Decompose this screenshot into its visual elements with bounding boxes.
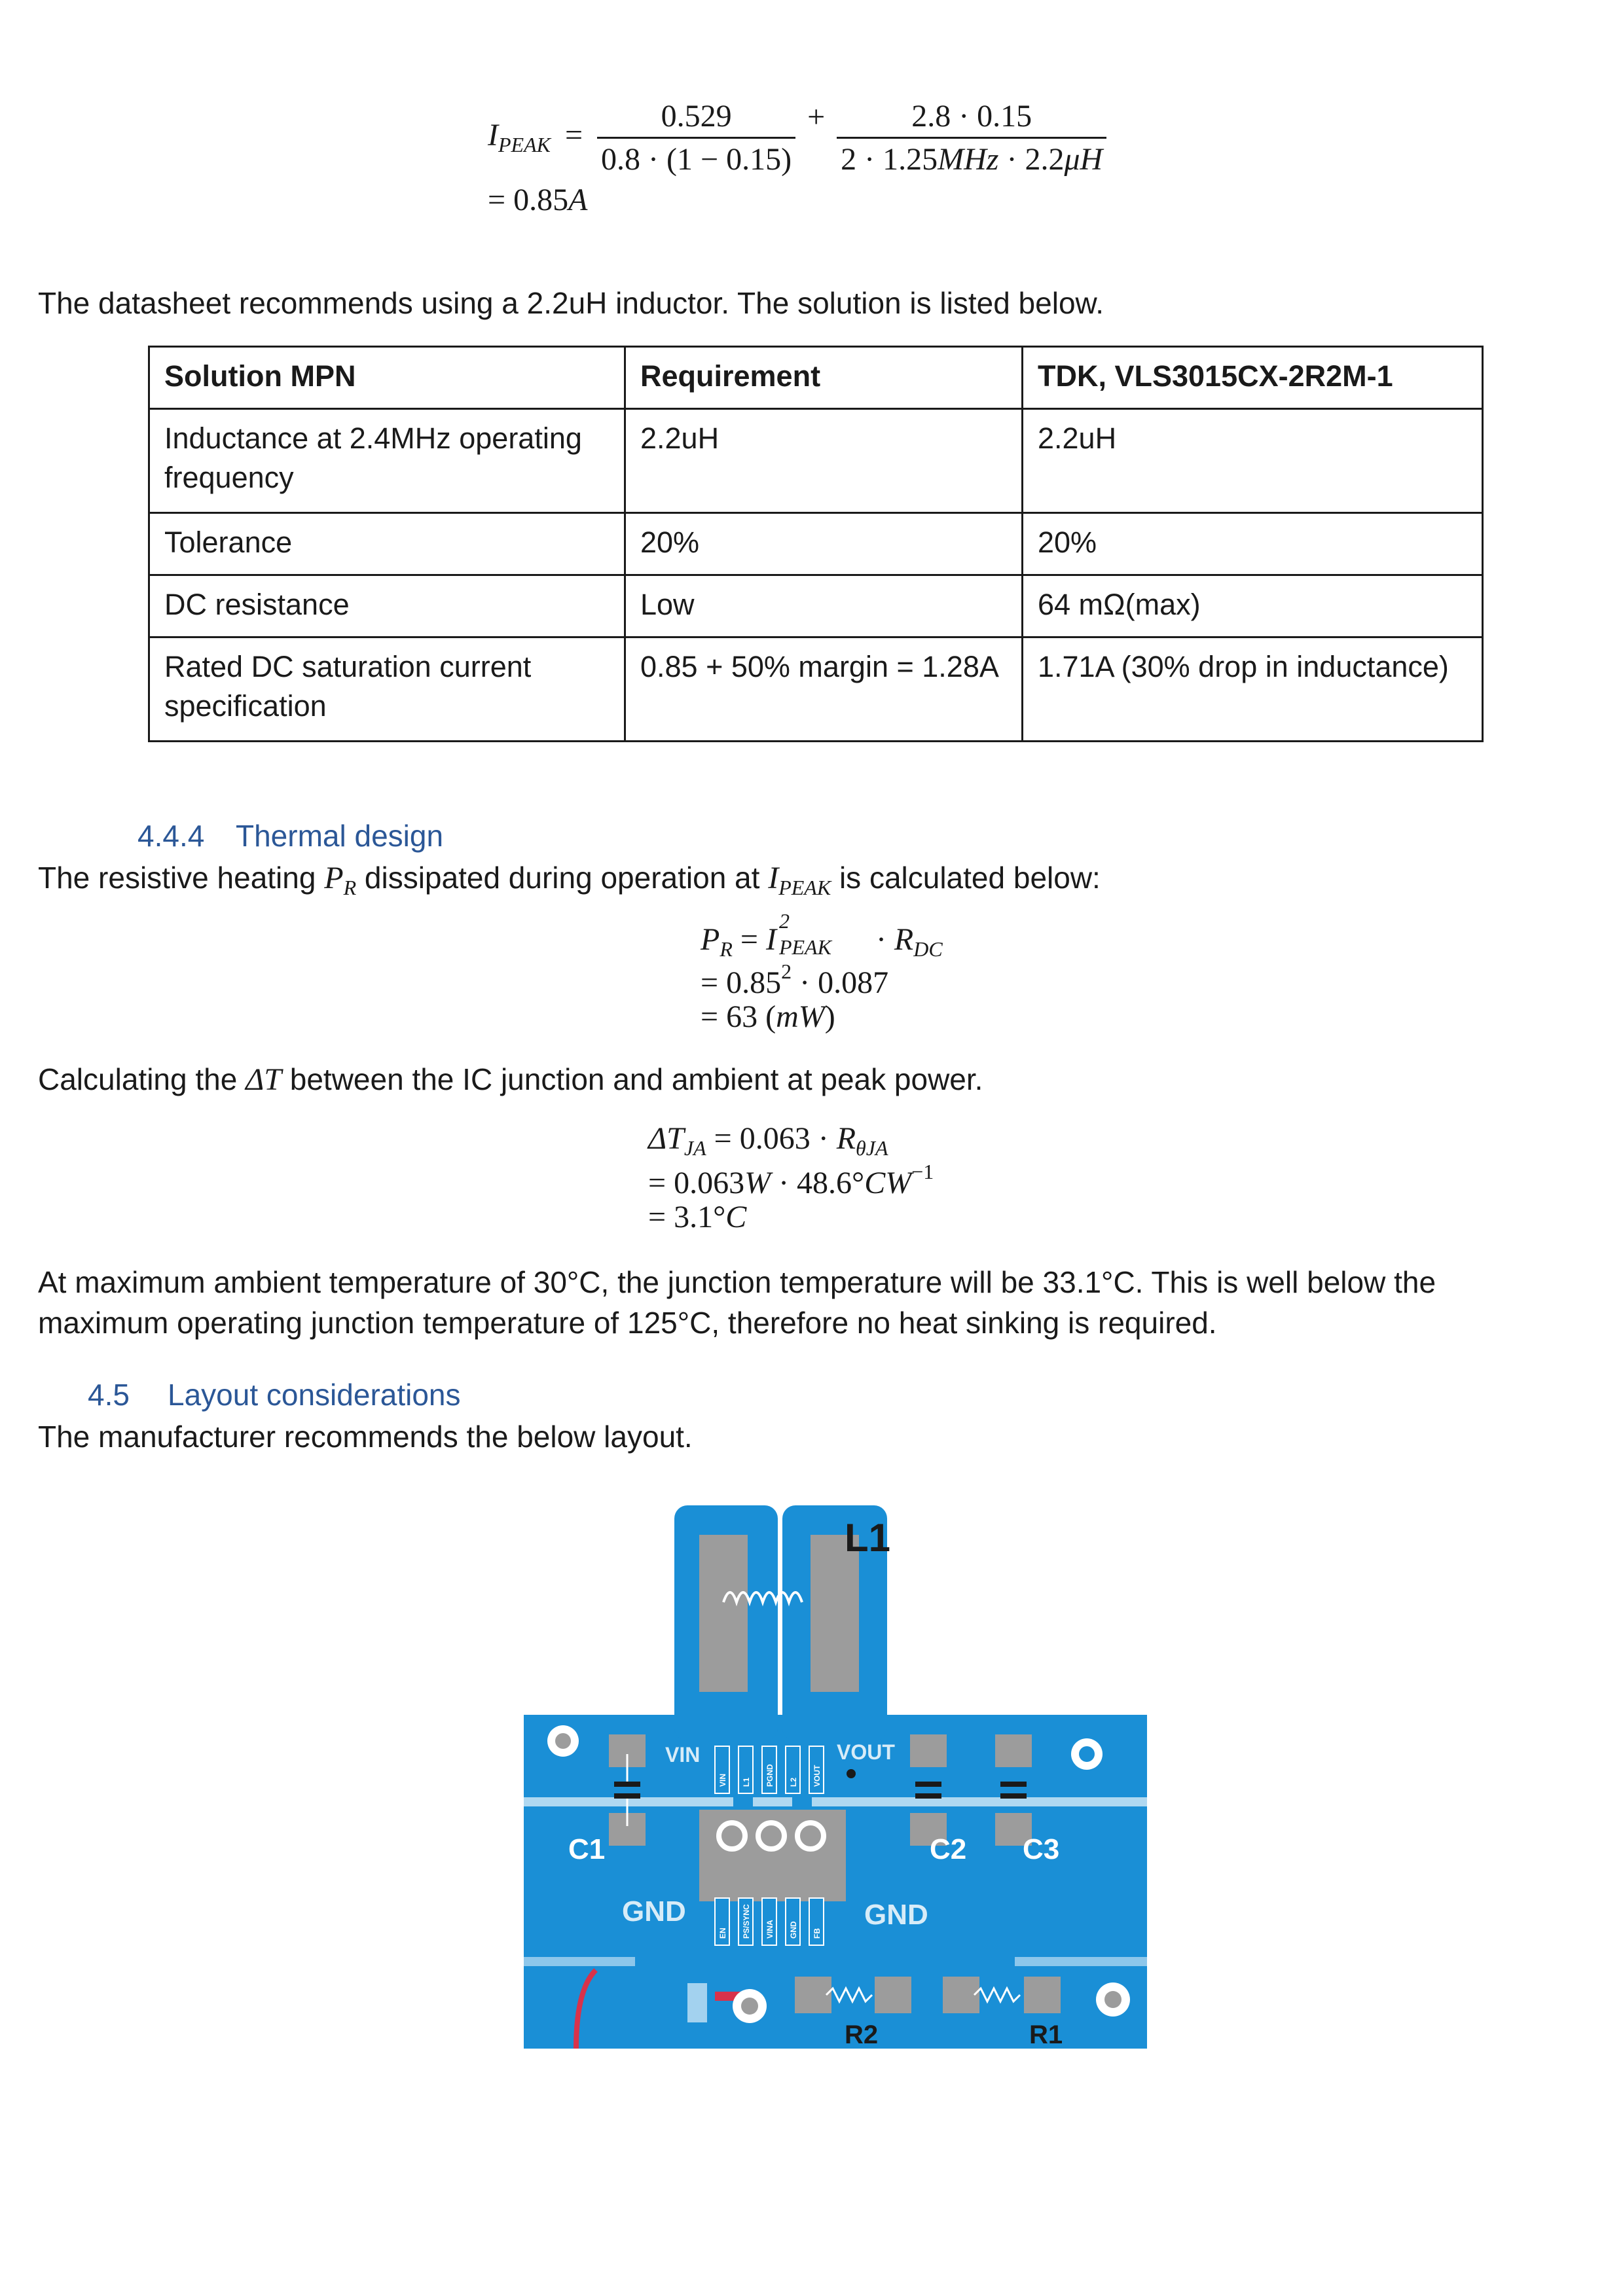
capacitor-c2: [910, 1734, 947, 1846]
table-row: Tolerance 20% 20%: [148, 512, 1484, 576]
resistor-r2: [795, 1977, 911, 2013]
conclusion-line-2: maximum operating junction temperature o…: [38, 1306, 1217, 1340]
pin-label: VOUT: [812, 1765, 822, 1787]
table-header-cell: Requirement: [624, 346, 1023, 410]
table-cell: 20%: [624, 512, 1023, 576]
ipeak-symbol: IPEAK: [488, 117, 551, 156]
ic-pin: [809, 1746, 824, 1794]
inductor-spec-table: Solution MPN Requirement TDK, VLS3015CX-…: [148, 346, 1484, 742]
table-cell: DC resistance: [148, 574, 626, 638]
pr-equation-line1: PR = I 2 PEAK · RDC: [701, 909, 943, 961]
ic-via: [795, 1820, 826, 1852]
pin-label: L1: [742, 1778, 751, 1787]
pin-label: GND: [789, 1921, 798, 1939]
table-cell: 2.2uH: [624, 408, 1023, 514]
intro-paragraph: The datasheet recommends using a 2.2uH i…: [38, 286, 1104, 320]
pin-label: VIN: [718, 1774, 727, 1787]
label-c1: C1: [568, 1833, 605, 1865]
mounting-hole-right: [1071, 1738, 1103, 1770]
resistor-r1: [943, 1977, 1061, 2013]
table-row: Rated DC saturation current specificatio…: [148, 636, 1484, 742]
label-l1: L1: [845, 1516, 890, 1560]
ic-pin: [738, 1746, 754, 1794]
ic-pin: [714, 1897, 730, 1946]
thermal-paragraph: The resistive heating PR dissipated duri…: [38, 861, 1101, 899]
pcb-board: [524, 1715, 1147, 2049]
mounting-hole-left: [547, 1725, 579, 1757]
via-bottom-right: [1096, 1982, 1130, 2017]
table-cell: Inductance at 2.4MHz operating frequency: [148, 408, 626, 514]
capacitor-c3: [995, 1734, 1032, 1846]
table-cell: 1.71A (30% drop in inductance): [1021, 636, 1484, 742]
ipeak-fraction-1: 0.529 0.8 · (1 − 0.15): [597, 98, 796, 177]
pcb-split-line: [524, 1797, 1147, 1806]
ic-via: [756, 1820, 787, 1852]
table-cell: 2.2uH: [1021, 408, 1484, 514]
inductor-land-right: [811, 1535, 859, 1692]
pin-label: FB: [812, 1928, 822, 1939]
table-cell: Tolerance: [148, 512, 626, 576]
plus-sign: +: [807, 99, 826, 134]
table-row: DC resistance Low 64 mΩ(max): [148, 574, 1484, 638]
inductor-symbol: [722, 1591, 803, 1607]
label-vin: VIN: [665, 1743, 700, 1767]
conclusion-line-1: At maximum ambient temperature of 30°C, …: [38, 1265, 1436, 1299]
label-r1: R1: [1029, 2020, 1063, 2049]
section-heading-thermal: 4.4.4 Thermal design: [137, 819, 444, 853]
pin-label: L2: [789, 1778, 798, 1787]
via-bottom: [733, 1989, 767, 2023]
ic-pin: [809, 1897, 824, 1946]
label-r2: R2: [845, 2020, 878, 2049]
ic-pin: [785, 1746, 801, 1794]
table-header-row: Solution MPN Requirement TDK, VLS3015CX-…: [148, 346, 1484, 410]
ic-pin: [785, 1897, 801, 1946]
ic-pin: [714, 1746, 730, 1794]
ic-pin: [738, 1897, 754, 1946]
pin-label: PGND: [765, 1764, 775, 1787]
ic-package: [699, 1810, 846, 1901]
section-heading-layout: 4.5 Layout considerations: [88, 1378, 461, 1412]
label-gnd-right: GND: [864, 1899, 928, 1931]
label-c2: C2: [930, 1833, 966, 1865]
table-cell: 0.85 + 50% margin = 1.28A: [624, 636, 1023, 742]
dt-equation-line2: = 0.063W · 48.6°CW−1: [648, 1160, 934, 1200]
label-c3: C3: [1023, 1833, 1059, 1865]
ic-via: [716, 1820, 748, 1852]
pin-label: VINA: [765, 1920, 775, 1939]
ic-pin: [761, 1897, 777, 1946]
inductor-pad-right: [782, 1505, 887, 1741]
ipeak-equation: IPEAK = 0.529 0.8 · (1 − 0.15) + 2.8 · 0…: [488, 98, 1107, 177]
delta-t-paragraph: Calculating the ΔT between the IC juncti…: [38, 1062, 983, 1097]
layout-paragraph: The manufacturer recommends the below la…: [38, 1420, 693, 1454]
ipeak-result: = 0.85A: [488, 183, 588, 217]
table-cell: 20%: [1021, 512, 1484, 576]
ic-pin: [761, 1746, 777, 1794]
table-row: Inductance at 2.4MHz operating frequency…: [148, 408, 1484, 514]
pr-equation-line3: = 63 (mW): [701, 999, 835, 1034]
table-cell: Low: [624, 574, 1023, 638]
dt-equation-line3: = 3.1°C: [648, 1200, 747, 1234]
capacitor-c1: [609, 1734, 646, 1846]
table-cell: 64 mΩ(max): [1021, 574, 1484, 638]
pin-label: EN: [718, 1928, 727, 1939]
trace-red: [574, 1968, 598, 2049]
table-header-cell: TDK, VLS3015CX-2R2M-1: [1021, 346, 1484, 410]
label-vout: VOUT: [837, 1740, 895, 1764]
pin-label: PS/SYNC: [742, 1904, 751, 1939]
label-gnd-left: GND: [622, 1895, 686, 1928]
ipeak-fraction-2: 2.8 · 0.15 2 · 1.25MHz · 2.2μH: [837, 98, 1107, 177]
inductor-land-left: [699, 1535, 748, 1692]
inductor-pad-left: [674, 1505, 778, 1741]
table-header-cell: Solution MPN: [148, 346, 626, 410]
dt-equation-line1: ΔTJA = 0.063 · RθJA: [648, 1121, 888, 1160]
pr-equation-line2: = 0.852 · 0.087: [701, 960, 889, 1000]
table-cell: Rated DC saturation current specificatio…: [148, 636, 626, 742]
pin1-marker: [847, 1769, 856, 1778]
